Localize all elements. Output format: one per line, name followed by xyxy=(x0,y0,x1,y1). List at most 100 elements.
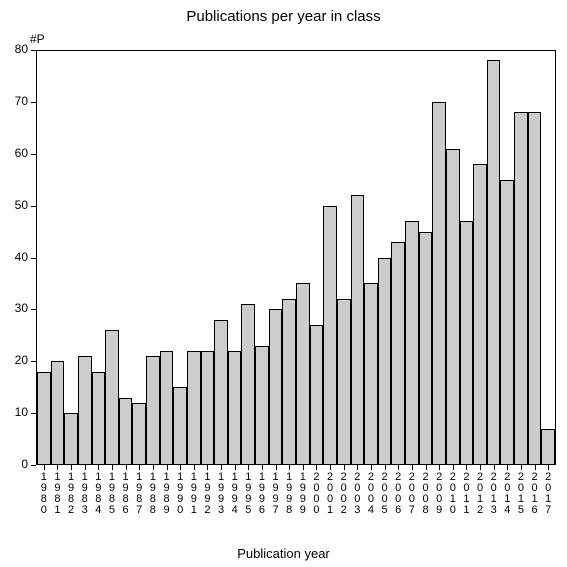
x-tick-mark xyxy=(453,465,454,470)
x-tick-label: 1996 xyxy=(256,472,268,516)
x-tick-label: 2013 xyxy=(488,472,500,516)
x-tick-label: 1994 xyxy=(229,472,241,516)
x-tick-label: 1993 xyxy=(215,472,227,516)
y-tick-label: 40 xyxy=(0,250,28,264)
x-tick-label: 2015 xyxy=(515,472,527,516)
bar xyxy=(282,299,296,465)
bar xyxy=(500,180,514,465)
x-tick-mark xyxy=(167,465,168,470)
x-tick-mark xyxy=(126,465,127,470)
x-tick-label: 1981 xyxy=(51,472,63,516)
x-tick-mark xyxy=(385,465,386,470)
bar xyxy=(405,221,419,465)
x-tick-mark xyxy=(57,465,58,470)
bar xyxy=(201,351,215,465)
y-tick-label: 80 xyxy=(0,42,28,56)
y-tick-label: 60 xyxy=(0,146,28,160)
x-tick-label: 1982 xyxy=(65,472,77,516)
x-tick-mark xyxy=(180,465,181,470)
x-tick-mark xyxy=(412,465,413,470)
bar xyxy=(37,372,51,465)
bar xyxy=(78,356,92,465)
x-tick-mark xyxy=(344,465,345,470)
x-tick-label: 2009 xyxy=(433,472,445,516)
x-tick-mark xyxy=(153,465,154,470)
bar xyxy=(132,403,146,465)
chart-title: Publications per year in class xyxy=(0,8,567,25)
x-tick-label: 2017 xyxy=(542,472,554,516)
x-tick-mark xyxy=(194,465,195,470)
x-tick-mark xyxy=(521,465,522,470)
bar xyxy=(64,413,78,465)
y-tick-label: 0 xyxy=(0,457,28,471)
x-tick-mark xyxy=(276,465,277,470)
x-tick-mark xyxy=(371,465,372,470)
x-tick-label: 1983 xyxy=(79,472,91,516)
x-tick-label: 2014 xyxy=(501,472,513,516)
x-tick-label: 1998 xyxy=(283,472,295,516)
bar xyxy=(460,221,474,465)
x-tick-mark xyxy=(466,465,467,470)
x-tick-mark xyxy=(139,465,140,470)
x-tick-mark xyxy=(248,465,249,470)
bar xyxy=(337,299,351,465)
y-tick-mark xyxy=(31,309,36,310)
x-tick-label: 1984 xyxy=(92,472,104,516)
bar xyxy=(187,351,201,465)
x-tick-mark xyxy=(71,465,72,470)
bar xyxy=(514,112,528,465)
x-tick-label: 1985 xyxy=(106,472,118,516)
y-tick-mark xyxy=(31,258,36,259)
y-unit-label: #P xyxy=(30,32,45,46)
bar xyxy=(364,283,378,465)
x-tick-label: 2005 xyxy=(379,472,391,516)
bar xyxy=(310,325,324,465)
axis-right xyxy=(555,50,556,465)
y-tick-mark xyxy=(31,465,36,466)
y-tick-label: 30 xyxy=(0,301,28,315)
x-tick-mark xyxy=(235,465,236,470)
x-tick-label: 2002 xyxy=(338,472,350,516)
bar xyxy=(419,232,433,465)
bar xyxy=(146,356,160,465)
x-tick-label: 1989 xyxy=(161,472,173,516)
bar xyxy=(228,351,242,465)
x-tick-mark xyxy=(548,465,549,470)
x-tick-mark xyxy=(303,465,304,470)
x-tick-label: 2010 xyxy=(447,472,459,516)
y-tick-label: 20 xyxy=(0,353,28,367)
x-tick-label: 2011 xyxy=(460,472,472,516)
bar xyxy=(541,429,555,465)
y-tick-mark xyxy=(31,154,36,155)
x-tick-mark xyxy=(98,465,99,470)
x-tick-label: 2016 xyxy=(529,472,541,516)
x-tick-mark xyxy=(507,465,508,470)
y-tick-mark xyxy=(31,102,36,103)
bar xyxy=(269,309,283,465)
bar xyxy=(255,346,269,465)
y-tick-mark xyxy=(31,50,36,51)
x-tick-mark xyxy=(398,465,399,470)
x-tick-label: 2003 xyxy=(351,472,363,516)
x-tick-mark xyxy=(480,465,481,470)
x-tick-mark xyxy=(535,465,536,470)
bar xyxy=(528,112,542,465)
x-tick-mark xyxy=(85,465,86,470)
x-tick-label: 2000 xyxy=(310,472,322,516)
bar xyxy=(92,372,106,465)
x-tick-label: 1997 xyxy=(270,472,282,516)
bar xyxy=(473,164,487,465)
bar xyxy=(487,60,501,465)
bar xyxy=(160,351,174,465)
chart-container: Publications per year in class #P 010203… xyxy=(0,0,567,567)
x-tick-label: 1980 xyxy=(38,472,50,516)
y-tick-label: 70 xyxy=(0,94,28,108)
bar xyxy=(432,102,446,465)
bar xyxy=(296,283,310,465)
x-tick-label: 1987 xyxy=(133,472,145,516)
bar xyxy=(446,149,460,465)
bar xyxy=(241,304,255,465)
x-tick-mark xyxy=(44,465,45,470)
x-tick-label: 2007 xyxy=(406,472,418,516)
x-tick-label: 1999 xyxy=(297,472,309,516)
